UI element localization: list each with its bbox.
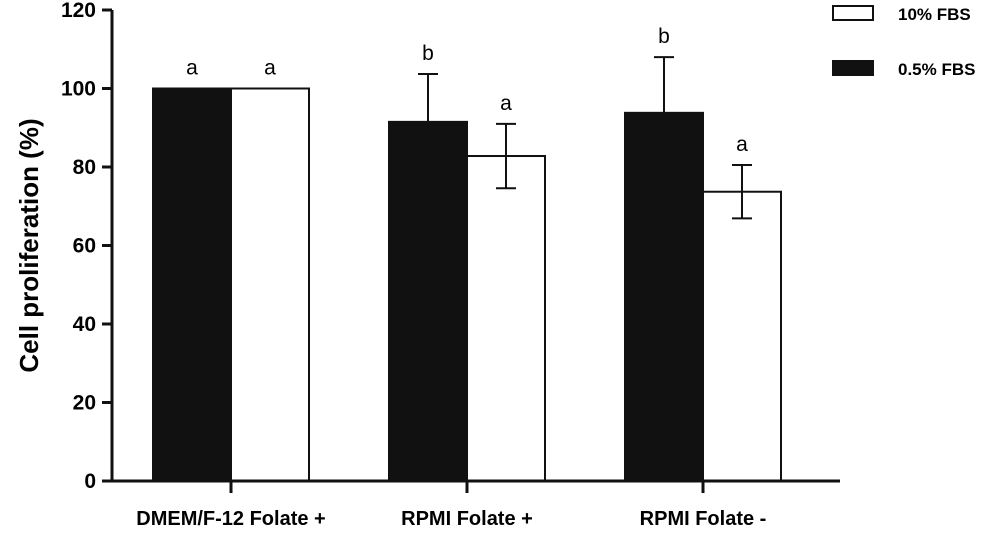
- y-tick-label-20: 20: [73, 392, 96, 415]
- error-bar-high-fbs-1: [496, 122, 516, 190]
- bar-low-fbs-0: [152, 87, 232, 482]
- y-tick-label-40: 40: [73, 313, 96, 336]
- x-tick-label-0: DMEM/F-12 Folate +: [136, 508, 325, 530]
- bar-low-fbs-2: [624, 111, 704, 483]
- y-tick-label-120: 120: [61, 0, 96, 22]
- significance-label-high-fbs-0: a: [264, 57, 276, 80]
- bar-low-fbs-1: [388, 120, 468, 483]
- y-tick-label-100: 100: [61, 78, 96, 101]
- x-tick-label-2: RPMI Folate -: [640, 508, 767, 530]
- significance-label-low-fbs-2: b: [658, 25, 670, 48]
- error-bar-high-fbs-2: [732, 164, 752, 220]
- legend-swatch-low-fbs: [832, 60, 874, 76]
- significance-label-low-fbs-0: a: [186, 57, 198, 80]
- legend-label-high-fbs: 10% FBS: [898, 5, 971, 24]
- error-bar-low-fbs-1: [418, 72, 438, 171]
- x-tick-label-1: RPMI Folate +: [401, 508, 533, 530]
- y-tick-label-80: 80: [73, 156, 96, 179]
- legend-label-low-fbs: 0.5% FBS: [898, 60, 975, 79]
- error-bar-low-fbs-2: [654, 56, 674, 170]
- significance-label-high-fbs-2: a: [736, 133, 748, 156]
- legend-swatch-high-fbs: [832, 5, 874, 21]
- significance-label-high-fbs-1: a: [500, 92, 512, 115]
- bar-high-fbs-0: [230, 87, 310, 482]
- bar-high-fbs-2: [702, 190, 782, 482]
- y-tick-label-0: 0: [84, 470, 96, 493]
- bar-high-fbs-1: [466, 155, 546, 482]
- y-tick-label-60: 60: [73, 235, 96, 258]
- y-axis-label: Cell proliferation (%): [14, 118, 44, 372]
- significance-label-low-fbs-1: b: [422, 42, 434, 65]
